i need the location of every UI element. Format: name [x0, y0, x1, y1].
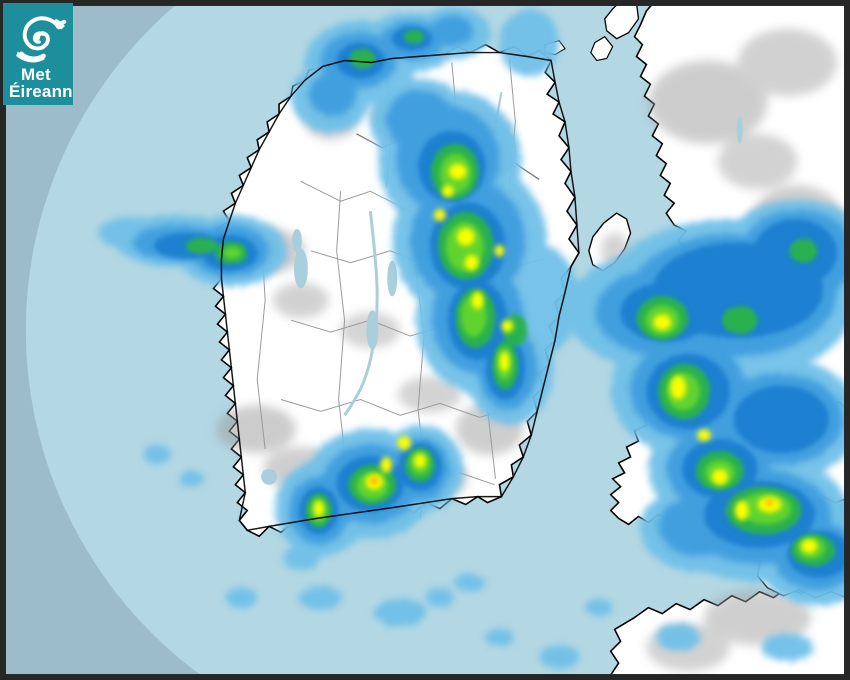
- river-shannon: [343, 210, 379, 417]
- lake-killarney: [261, 468, 278, 485]
- logo-brand-line2: Éireann: [9, 82, 73, 101]
- rainfall-radar-map[interactable]: [3, 3, 847, 677]
- logo-brand-text: Met Éireann: [3, 66, 73, 100]
- lake-lough-mask: [291, 228, 302, 253]
- map-frame-border: [3, 3, 847, 677]
- land-islay-jura: [604, 3, 640, 40]
- met-eireann-swirl-icon: [16, 16, 67, 63]
- land-small-isle-north: [590, 35, 614, 62]
- precip-layer-orange: [370, 476, 774, 506]
- met-eireann-logo[interactable]: Met Éireann: [3, 3, 73, 105]
- lake-scotland-1: [736, 115, 743, 144]
- precip-layer-yellow: [313, 163, 818, 554]
- logo-brand-line1: Met: [21, 65, 51, 84]
- lake-lough-corrib: [293, 248, 308, 289]
- lake-lough-ree: [387, 260, 398, 297]
- coastline-overlay: [220, 51, 580, 532]
